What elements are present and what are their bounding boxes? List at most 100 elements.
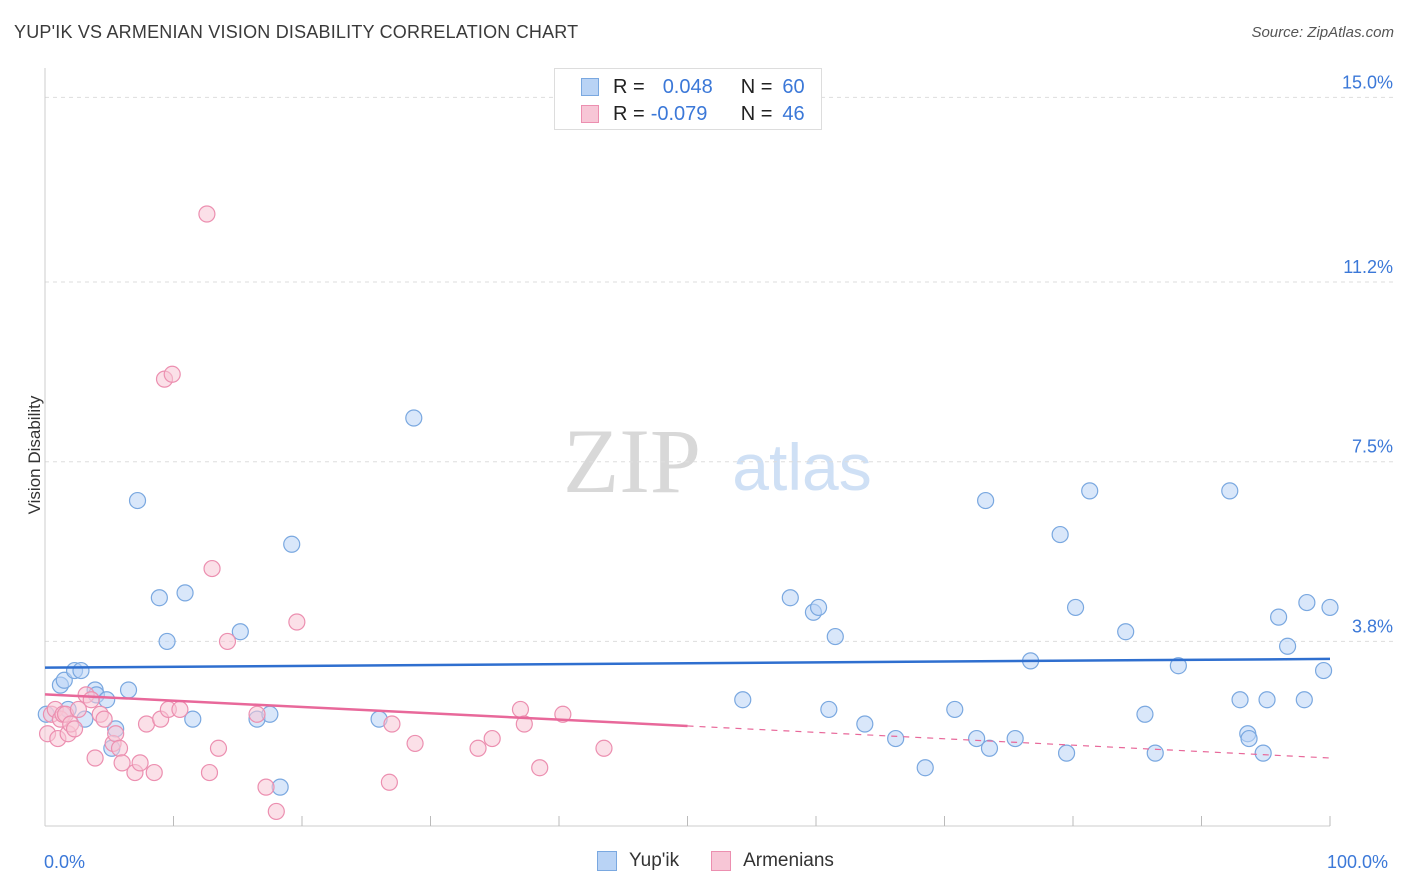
chart-title: YUP'IK VS ARMENIAN VISION DISABILITY COR… bbox=[14, 22, 579, 42]
legend-item-armenians[interactable]: Armenians bbox=[711, 850, 834, 872]
armenian-point bbox=[131, 754, 149, 772]
yupik-point bbox=[1231, 691, 1249, 709]
yupik-point bbox=[405, 409, 423, 427]
series-legend: Yup'ik Armenians bbox=[597, 850, 866, 872]
yupik-point bbox=[184, 710, 202, 728]
n-label: N = bbox=[740, 102, 773, 125]
r-value: -0.079 bbox=[650, 102, 708, 125]
armenians-swatch bbox=[581, 105, 599, 123]
armenian-point bbox=[380, 773, 398, 791]
armenian-point bbox=[218, 632, 237, 651]
armenians-swatch bbox=[711, 851, 732, 871]
armenian-point bbox=[198, 205, 216, 223]
y-tick-label: 3.8% bbox=[1352, 616, 1393, 636]
armenian-point bbox=[107, 725, 125, 743]
y-tick-label: 7.5% bbox=[1352, 437, 1393, 457]
yupik-point bbox=[158, 632, 176, 651]
yupik-point bbox=[1006, 729, 1024, 748]
yupik-point bbox=[1254, 744, 1272, 762]
armenian-point bbox=[69, 700, 88, 719]
y-tick-label: 15.0% bbox=[1342, 72, 1393, 92]
armenian-point bbox=[163, 365, 181, 383]
yupik-point bbox=[1051, 525, 1069, 544]
yupik-point bbox=[283, 535, 301, 553]
armenian-point bbox=[203, 559, 221, 578]
yupik-point bbox=[128, 491, 147, 510]
yupik-point bbox=[119, 681, 138, 699]
armenian-point bbox=[145, 763, 163, 782]
yupik-point bbox=[887, 729, 905, 748]
yupik-point bbox=[977, 491, 995, 510]
x-tick-label-min: 0.0% bbox=[44, 852, 86, 872]
armenian-point bbox=[511, 700, 530, 719]
armenian-point bbox=[595, 739, 613, 757]
armenian-point bbox=[200, 763, 219, 782]
yupik-point bbox=[176, 584, 194, 602]
yupik-swatch bbox=[581, 78, 599, 96]
armenian-point bbox=[65, 720, 84, 738]
legend-label-yupik: Yup'ik bbox=[629, 850, 680, 871]
yupik-point bbox=[968, 729, 986, 748]
yupik-point bbox=[1117, 623, 1135, 641]
stats-legend-row-armenians: R = -0.079 N = 46 bbox=[555, 102, 805, 126]
yupik-point bbox=[946, 700, 964, 719]
armenian-point bbox=[267, 802, 285, 821]
yupik-point bbox=[1269, 608, 1288, 626]
armenian-point bbox=[483, 729, 501, 748]
yupik-point bbox=[734, 691, 752, 709]
yupik-point bbox=[1295, 691, 1313, 709]
yupik-point bbox=[856, 715, 874, 733]
legend-label-armenians: Armenians bbox=[743, 850, 834, 871]
yupik-point bbox=[1278, 637, 1297, 655]
armenian-point bbox=[554, 705, 572, 723]
armenian-point bbox=[248, 705, 266, 723]
r-value: 0.048 bbox=[662, 75, 713, 98]
n-value: 60 bbox=[782, 75, 805, 98]
armenian-point bbox=[110, 739, 129, 757]
source-credit: Source: ZipAtlas.com bbox=[1251, 24, 1394, 41]
yupik-point bbox=[1314, 661, 1333, 680]
armenian-point bbox=[515, 715, 533, 733]
armenian-point bbox=[531, 759, 549, 777]
armenian-point bbox=[257, 778, 275, 796]
armenian-point bbox=[406, 734, 424, 753]
yupik-point bbox=[980, 739, 999, 757]
armenian-point bbox=[288, 613, 306, 631]
armenian-point bbox=[383, 715, 401, 733]
yupik-point bbox=[231, 623, 249, 641]
r-label: R = bbox=[613, 75, 645, 98]
armenian-point bbox=[95, 710, 113, 728]
n-value: 46 bbox=[782, 102, 805, 125]
watermark-zip: ZIP bbox=[563, 410, 701, 512]
yupik-point bbox=[916, 759, 934, 777]
armenian-point bbox=[469, 739, 487, 757]
yupik-point bbox=[72, 661, 90, 680]
armenian-point bbox=[113, 754, 131, 772]
armenian-point bbox=[209, 739, 228, 757]
yupik-point bbox=[820, 700, 838, 719]
yupik-point bbox=[1057, 744, 1076, 762]
n-label: N = bbox=[740, 75, 773, 98]
watermark-atlas: atlas bbox=[732, 430, 871, 504]
yupik-point bbox=[1321, 598, 1339, 617]
yupik-point bbox=[809, 598, 828, 617]
yupik-point bbox=[98, 691, 116, 709]
yupik-point bbox=[781, 589, 799, 607]
yupik-point bbox=[1146, 744, 1164, 762]
yupik-trendline bbox=[44, 657, 1331, 669]
yupik-point bbox=[1240, 729, 1258, 748]
legend-item-yupik[interactable]: Yup'ik bbox=[597, 850, 679, 872]
yupik-point bbox=[1136, 705, 1154, 723]
yupik-point bbox=[1081, 482, 1099, 500]
yupik-point bbox=[150, 589, 168, 607]
stats-legend: R = 0.048 N = 60 R = -0.079 N = 46 bbox=[554, 68, 822, 130]
yupik-point bbox=[1066, 598, 1085, 617]
yupik-point bbox=[1169, 657, 1187, 675]
armenian-point bbox=[82, 691, 100, 709]
armenian-trendline bbox=[44, 693, 688, 728]
yupik-point bbox=[1258, 691, 1276, 709]
stats-legend-row-yupik: R = 0.048 N = 60 bbox=[555, 75, 805, 99]
yupik-swatch bbox=[597, 851, 617, 871]
x-tick-label-max: 100.0% bbox=[1327, 852, 1389, 872]
